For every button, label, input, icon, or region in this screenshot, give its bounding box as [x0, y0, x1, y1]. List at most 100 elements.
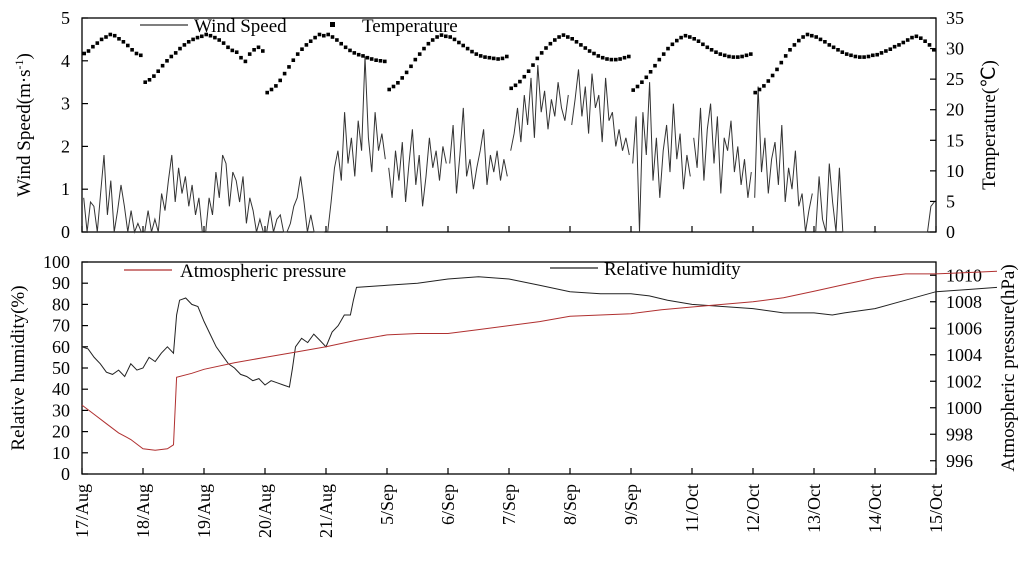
- temperature-point: [178, 46, 182, 51]
- temperature-point: [901, 40, 906, 45]
- temperature-point: [744, 53, 749, 58]
- temperature-point: [265, 90, 269, 95]
- x-tick-label: 17/Aug: [72, 484, 92, 538]
- temperature-point: [108, 32, 113, 37]
- temperature-point: [117, 37, 121, 41]
- temperature-point: [910, 35, 914, 40]
- temperature-point: [888, 47, 893, 51]
- y2-tick-label: 25: [946, 69, 964, 89]
- x-tick-label: 13/Oct: [804, 484, 824, 533]
- legend-temperature-marker: [330, 22, 335, 27]
- temperature-point: [86, 49, 91, 53]
- atmospheric-pressure-axis-label: Atmospheric pressure(hPa): [998, 264, 1019, 471]
- temperature-point: [661, 52, 666, 56]
- temperature-point: [879, 51, 884, 55]
- temperature-point: [339, 41, 343, 46]
- temperature-point: [557, 35, 561, 39]
- temperature-point: [823, 40, 827, 44]
- temperature-point: [361, 54, 365, 58]
- temperature-point: [618, 57, 622, 61]
- temperature-point: [139, 53, 143, 58]
- temperature-point: [679, 35, 683, 40]
- temperature-point: [531, 63, 535, 67]
- temperature-point: [369, 57, 374, 61]
- temperature-point: [622, 55, 627, 60]
- temperature-point: [696, 39, 701, 43]
- temperature-point: [505, 54, 509, 59]
- y-tick-label: 40: [52, 379, 70, 399]
- temperature-point: [579, 43, 583, 47]
- temperature-point: [844, 52, 849, 56]
- temperature-point: [104, 35, 108, 39]
- temperature-point: [352, 51, 357, 55]
- y-tick-label: 20: [52, 422, 70, 442]
- temperature-point: [300, 47, 304, 51]
- temperature-point: [513, 83, 518, 88]
- temperature-point: [644, 75, 649, 80]
- temperature-point: [783, 54, 788, 58]
- top-legend: Wind Speed Temperature: [140, 16, 458, 37]
- temperature-point: [927, 43, 932, 47]
- temperature-point: [156, 69, 160, 73]
- temperature-point: [152, 74, 156, 78]
- x-tick-label: 21/Aug: [316, 484, 336, 538]
- temperature-point: [797, 38, 801, 43]
- temperature-point: [905, 38, 910, 42]
- temperature-point: [282, 71, 287, 76]
- temperature-point: [374, 58, 378, 62]
- temperature-point: [330, 35, 335, 39]
- temperature-point: [165, 59, 169, 63]
- y2-tick-label: 5: [946, 191, 955, 211]
- wind-speed-line: [632, 82, 691, 233]
- x-tick-label: 8/Sep: [560, 484, 580, 525]
- wind-speed-line: [876, 201, 935, 233]
- temperature-point: [666, 46, 670, 51]
- temperature-point: [130, 48, 134, 52]
- temperature-point: [675, 38, 679, 43]
- temperature-point: [831, 45, 836, 50]
- y2-tick-label: 15: [946, 130, 964, 150]
- temperature-point: [247, 52, 252, 56]
- wind-speed-line: [571, 69, 630, 156]
- temperature-point: [200, 34, 204, 39]
- temperature-point: [383, 59, 387, 64]
- temperature-point: [322, 33, 326, 38]
- y-tick-label: 90: [52, 273, 70, 293]
- y2-tick-label: 1004: [946, 345, 982, 365]
- temperature-point: [430, 38, 435, 42]
- x-tick-label: 5/Sep: [377, 484, 397, 525]
- temperature-point: [91, 44, 95, 49]
- temperature-point: [195, 35, 200, 40]
- y-tick-label: 4: [61, 51, 70, 71]
- temperature-point: [234, 50, 239, 54]
- temperature-point: [596, 54, 601, 58]
- temperature-point: [291, 58, 296, 62]
- temperature-point: [574, 40, 579, 44]
- temperature-point: [866, 54, 871, 59]
- y-tick-label: 60: [52, 337, 70, 357]
- y2-tick-label: 1010: [946, 265, 982, 285]
- bottom-legend: Atmospheric pressure Relative humidity: [124, 259, 741, 282]
- temperature-point: [343, 45, 348, 50]
- y2-tick-label: 20: [946, 100, 964, 120]
- temperature-point: [474, 52, 479, 56]
- temperature-point: [544, 46, 548, 50]
- temperature-point: [417, 52, 422, 56]
- temperature-point: [653, 63, 657, 68]
- temperature-point: [853, 54, 858, 59]
- temperature-point: [827, 43, 832, 47]
- y-tick-label: 100: [43, 252, 70, 272]
- wind-speed-line: [449, 107, 508, 194]
- temperature-point: [413, 57, 418, 62]
- temperature-point: [810, 33, 814, 38]
- wind-speed-axis-label: Wind Speed(m·s-1): [12, 53, 35, 197]
- temperature-point: [243, 59, 248, 64]
- temperature-point: [496, 57, 500, 61]
- temperature-point: [422, 46, 426, 51]
- temperature-point: [278, 78, 282, 83]
- temperature-point: [308, 39, 313, 43]
- wind-speed-line: [83, 154, 142, 234]
- temperature-point: [592, 51, 596, 56]
